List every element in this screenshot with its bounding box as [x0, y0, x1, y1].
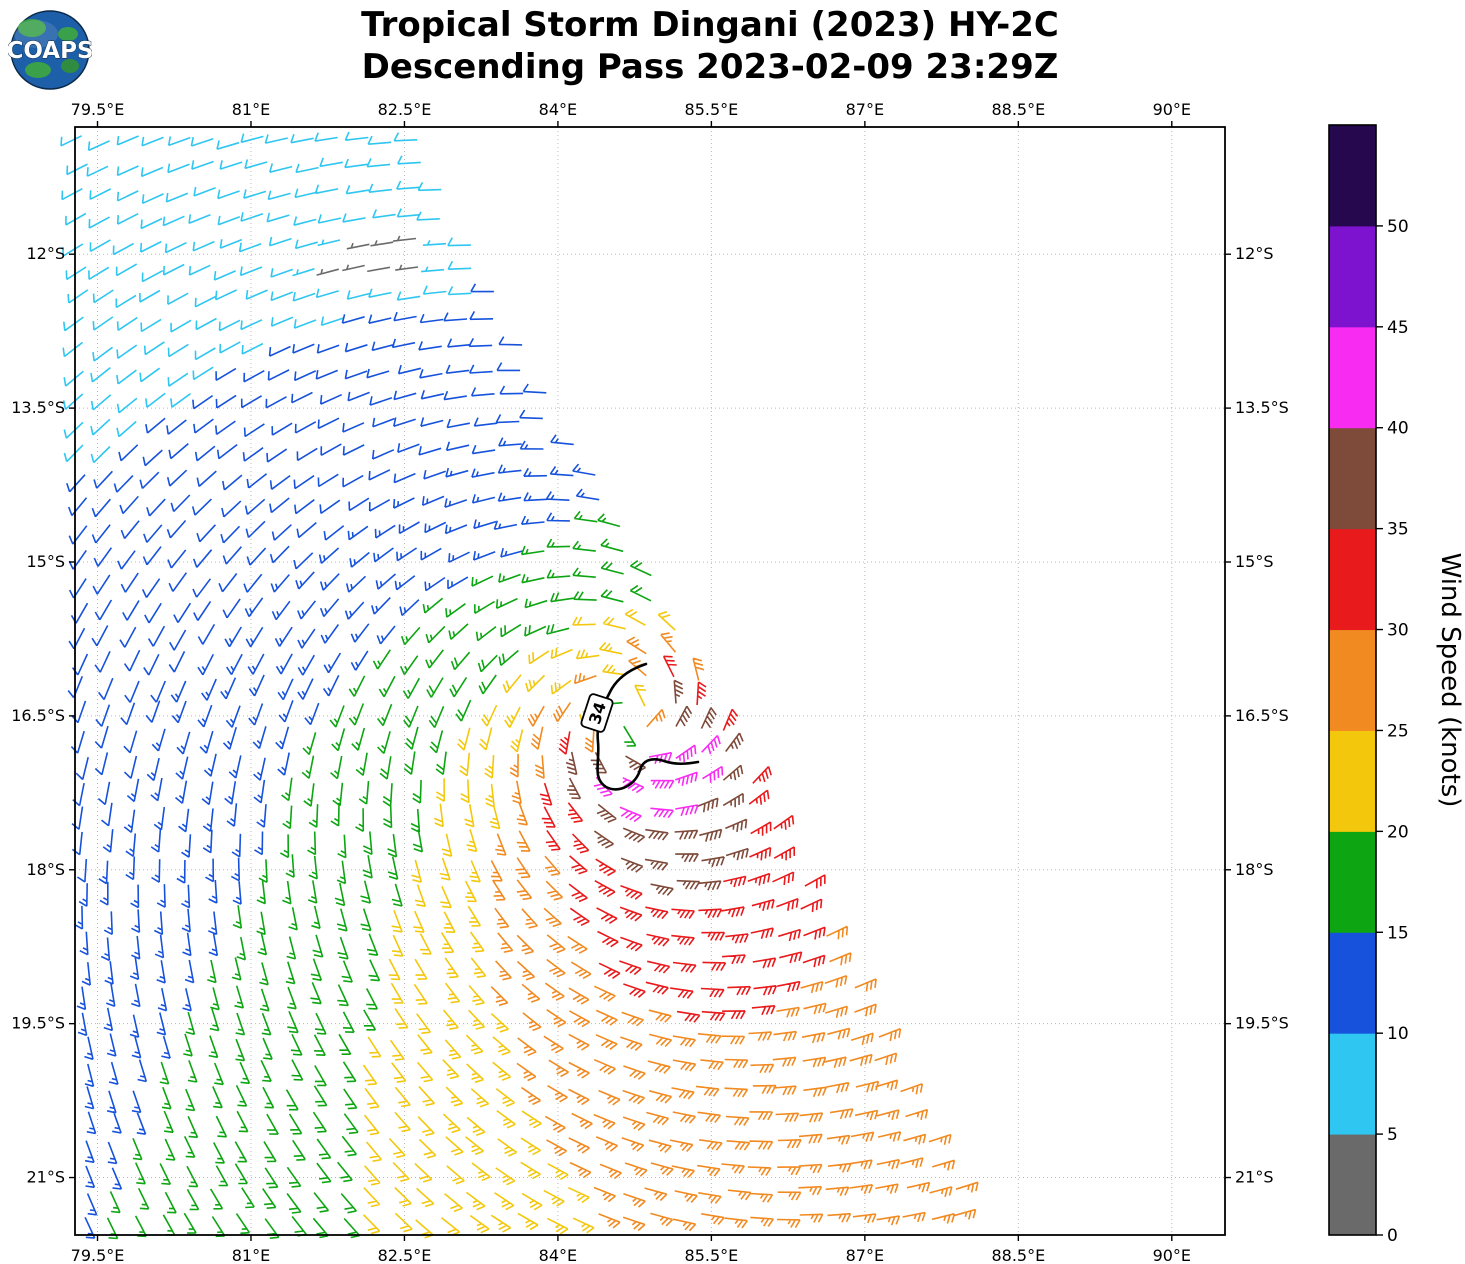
y-tick-label-left: 21°S [26, 1168, 65, 1187]
wind-barb-group [316, 235, 419, 276]
plot-title-line1: Tropical Storm Dingani (2023) HY-2C [361, 5, 1059, 45]
x-tick-label-bottom: 84°E [539, 1246, 577, 1264]
colorbar-bin-yellow [1329, 730, 1376, 832]
wind-barb-group [593, 734, 724, 823]
colorbar-tick-label: 5 [1387, 1125, 1398, 1145]
wind-barb-group [66, 283, 600, 1239]
colorbar-tick-label: 10 [1387, 1024, 1409, 1044]
x-tick-label-top: 88.5°E [991, 100, 1045, 119]
wind-barb-group [362, 608, 676, 1239]
y-tick-label-right: 13.5°S [1235, 398, 1289, 417]
colorbar-bin-magenta [1329, 326, 1376, 429]
wind-radius-34-contour: 34 [580, 662, 700, 791]
y-tick-label-right: 16.5°S [1235, 706, 1289, 725]
x-tick-label-bottom: 82.5°E [378, 1246, 432, 1264]
wind-barb-group [565, 679, 749, 896]
colorbar-bin-red [1329, 528, 1376, 631]
coaps-logo-text: COAPS [8, 38, 92, 64]
y-tick-label-right: 12°S [1235, 244, 1274, 263]
colorbar-bin-blue [1329, 932, 1376, 1034]
x-tick-label-top: 85.5°E [685, 100, 739, 119]
colorbar-tick-label: 30 [1387, 621, 1409, 641]
colorbar-tick-label: 45 [1387, 318, 1409, 338]
wind-barbs [60, 131, 979, 1240]
coaps-logo: COAPS [6, 8, 94, 92]
axis-ticks-and-labels: 79.5°E 79.5°E 81°E 81°E 82.5°E 82.5°E 84°E 84°E… [11, 100, 1289, 1264]
y-tick-label-right: 21°S [1235, 1168, 1274, 1187]
colorbar-bin-dark-indigo [1329, 125, 1376, 227]
y-tick-label-left: 18°S [26, 860, 65, 879]
x-tick-label-top: 82.5°E [378, 100, 432, 119]
colorbar-tick-label: 35 [1387, 520, 1409, 540]
x-tick-label-bottom: 87°E [846, 1246, 884, 1264]
gridlines [75, 127, 1225, 1235]
colorbar: 0 5 10 15 20 25 30 35 40 45 50 [1328, 124, 1409, 1246]
y-tick-label-left: 12°S [26, 244, 65, 263]
x-tick-label-top: 79.5°E [71, 100, 125, 119]
wind-barb-group [490, 632, 979, 1232]
wind-barb-group [60, 131, 472, 464]
x-tick-label-top: 90°E [1153, 100, 1191, 119]
y-tick-label-right: 18°S [1235, 860, 1274, 879]
x-tick-label-bottom: 90°E [1153, 1246, 1191, 1264]
colorbar-tick-label: 0 [1387, 1226, 1398, 1246]
colorbar-bin-brown [1329, 427, 1376, 530]
y-tick-label-right: 19.5°S [1235, 1014, 1289, 1033]
x-tick-label-top: 87°E [846, 100, 884, 119]
colorbar-tick-label: 20 [1387, 822, 1409, 842]
plot-title-line2: Descending Pass 2023-02-09 23:29Z [361, 47, 1059, 87]
wind-barb-group [106, 510, 652, 1240]
colorbar-tick-label: 25 [1387, 721, 1409, 741]
colorbar-bin-green [1329, 831, 1376, 933]
colorbar-frame [1328, 124, 1377, 1236]
contour-path [596, 662, 700, 791]
contour-label-box: 34 [580, 693, 614, 733]
colorbar-bin-orange [1329, 629, 1376, 731]
x-tick-label-bottom: 88.5°E [991, 1246, 1045, 1264]
x-tick-label-top: 84°E [539, 100, 577, 119]
plot-frame [74, 126, 1226, 1236]
colorbar-bin-purple [1329, 225, 1376, 328]
x-tick-label-bottom: 79.5°E [71, 1246, 125, 1264]
y-tick-label-left: 13.5°S [11, 398, 65, 417]
colorbar-bin-cyan [1329, 1033, 1376, 1135]
x-tick-label-top: 81°E [232, 100, 270, 119]
colorbar-tick-label: 15 [1387, 923, 1409, 943]
colorbar-bin-gray [1329, 1134, 1376, 1236]
colorbar-label: Wind Speed (knots) [1435, 553, 1465, 808]
colorbar-tick-label: 40 [1387, 419, 1409, 439]
colorbar-tick-label: 50 [1387, 217, 1409, 237]
y-tick-label-left: 19.5°S [11, 1014, 65, 1033]
coaps-globe-icon: COAPS [6, 10, 94, 90]
x-tick-label-bottom: 85.5°E [685, 1246, 739, 1264]
plot-title: Tropical Storm Dingani (2023) HY-2C Desc… [0, 4, 1420, 88]
y-tick-label-left: 16.5°S [11, 706, 65, 725]
wind-barb-group [539, 655, 826, 1023]
y-tick-label-left: 15°S [26, 552, 65, 571]
x-tick-label-bottom: 81°E [232, 1246, 270, 1264]
y-tick-label-right: 15°S [1235, 552, 1274, 571]
